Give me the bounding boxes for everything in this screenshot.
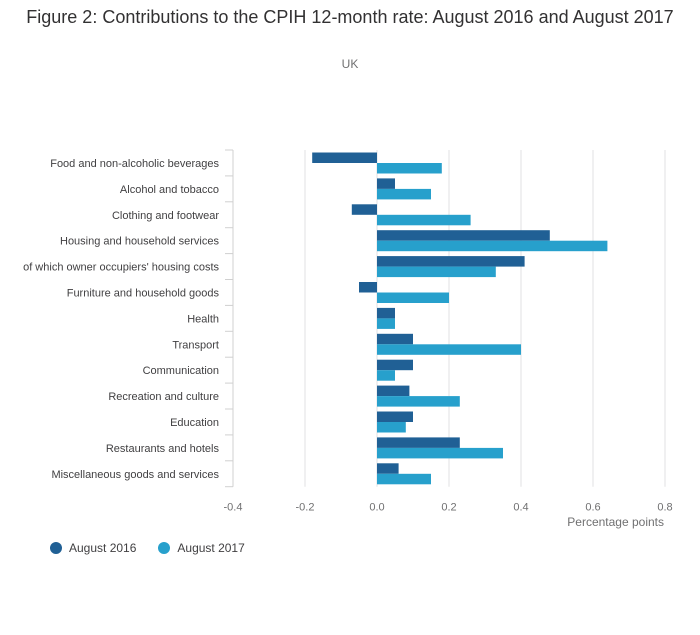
category-label: Recreation and culture (108, 391, 219, 403)
legend-marker-icon (50, 542, 62, 554)
x-tick-label: 0.0 (369, 502, 384, 514)
bar-aug-2017[interactable] (377, 422, 406, 433)
category-label: Restaurants and hotels (106, 443, 220, 455)
category-label: Health (187, 313, 219, 325)
bar-aug-2017[interactable] (377, 214, 471, 226)
category-label: Furniture and household goods (67, 287, 220, 299)
chart-title: Figure 2: Contributions to the CPIH 12-m… (26, 7, 674, 27)
legend-label: August 2017 (177, 541, 245, 555)
bar-aug-2017[interactable] (377, 240, 608, 252)
bar-aug-2017[interactable] (377, 344, 521, 355)
bar-aug-2016[interactable] (377, 256, 525, 267)
x-tick-label: -0.4 (224, 502, 243, 514)
x-tick-label: 0.4 (513, 502, 528, 514)
x-tick-label: 0.6 (585, 502, 600, 514)
bar-aug-2017[interactable] (377, 473, 431, 485)
bar-aug-2017[interactable] (377, 370, 395, 381)
legend-label: August 2016 (69, 541, 137, 555)
bar-chart: Food and non-alcoholic beverages Alcohol … (23, 149, 673, 529)
legend-marker-icon (158, 542, 171, 554)
bar-aug-2017[interactable] (377, 163, 442, 174)
category-label: Housing and household services (60, 236, 219, 248)
bar-aug-2017[interactable] (377, 396, 460, 407)
bar-aug-2017[interactable] (377, 318, 395, 329)
x-axis-title: Percentage points (567, 515, 664, 529)
category-label: Alcohol and tobacco (120, 184, 219, 196)
category-label: Communication (143, 365, 219, 377)
legend-item-august-2016[interactable]: August 2016 (50, 541, 136, 555)
category-label: Food and non-alcoholic beverages (50, 158, 219, 170)
bar-aug-2016[interactable] (377, 178, 395, 189)
category-label: Education (170, 417, 219, 429)
bar-aug-2016[interactable] (312, 152, 377, 164)
x-tick-label: 0.2 (441, 502, 456, 514)
bar-aug-2016[interactable] (359, 282, 377, 293)
bar-aug-2016[interactable] (377, 359, 413, 371)
bar-aug-2016[interactable] (377, 411, 413, 423)
x-tick-label: 0.8 (657, 502, 672, 514)
bar-aug-2017[interactable] (377, 188, 431, 200)
chart-subtitle: UK (341, 57, 359, 71)
category-label: of which owner occupiers' housing costs (23, 262, 219, 274)
legend-item-august-2017[interactable]: August 2017 (158, 541, 245, 555)
bar-aug-2017[interactable] (377, 447, 503, 459)
category-label: Miscellaneous goods and services (51, 469, 219, 481)
bar-aug-2017[interactable] (377, 266, 496, 278)
bar-aug-2016[interactable] (377, 333, 413, 345)
bar-aug-2017[interactable] (377, 292, 449, 304)
bar-aug-2016[interactable] (377, 437, 460, 448)
bar-aug-2016[interactable] (377, 307, 395, 319)
category-label: Clothing and footwear (112, 210, 219, 222)
x-tick-label: -0.2 (296, 502, 315, 514)
bar-aug-2016[interactable] (351, 204, 377, 215)
bar-aug-2016[interactable] (377, 463, 399, 474)
bar-aug-2016[interactable] (377, 385, 410, 397)
legend: August 2016 August 2017 (50, 541, 245, 555)
bar-aug-2016[interactable] (377, 230, 550, 241)
category-label: Transport (172, 339, 219, 351)
